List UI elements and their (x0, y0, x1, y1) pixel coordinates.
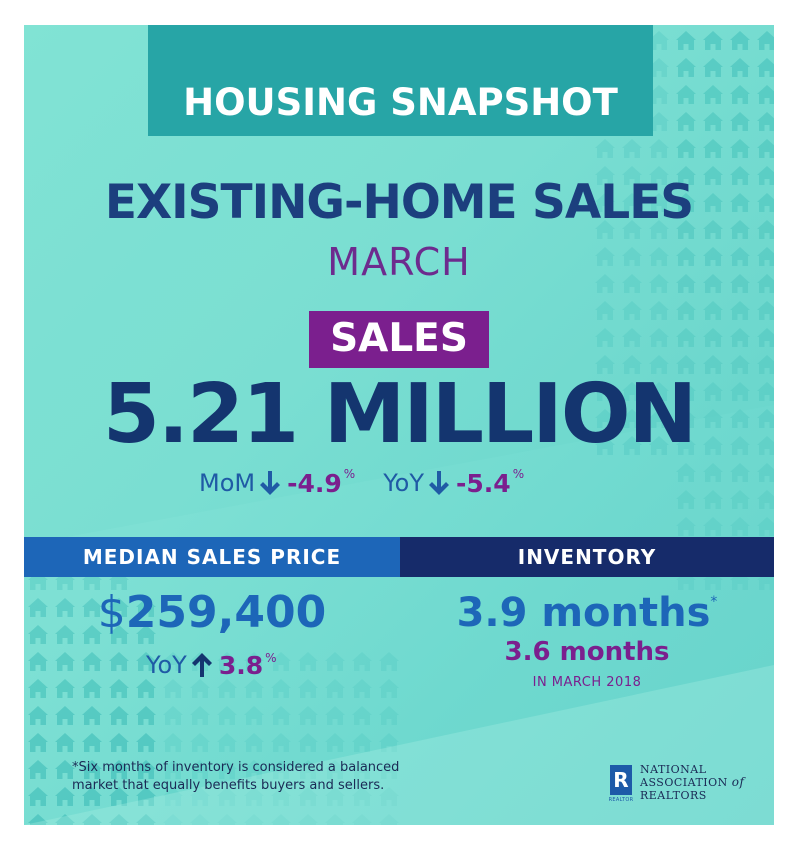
yoy-percent-sign: % (512, 467, 525, 481)
logo-line-3: REALTORS (640, 789, 707, 802)
nar-logo: R REALTOR NATIONAL ASSOCIATION of REALTO… (608, 763, 760, 811)
price-change-row: YoY 3.8 % (146, 647, 305, 683)
median-price-header: MEDIAN SALES PRICE (82, 545, 342, 569)
sales-change-row: MoM -4.9 % YoY -5.4 % (199, 463, 552, 503)
sales-value: 5.21 MILLION (102, 367, 697, 462)
page-title: EXISTING-HOME SALES (104, 175, 694, 230)
footnote-line-1: *Six months of inventory is considered a… (72, 760, 400, 775)
price-yoy-percent-sign: % (265, 651, 277, 665)
yoy-value: -5.4 (456, 468, 511, 498)
footnote-line-2: market that equally benefits buyers and … (72, 778, 385, 793)
nar-logo-text: NATIONAL ASSOCIATION of REALTORS (640, 763, 760, 802)
price-yoy-label: YoY (146, 651, 187, 679)
mom-label: MoM (199, 469, 256, 497)
inventory-previous: 3.6 months (504, 637, 670, 667)
realtor-mark-caption: REALTOR (608, 797, 634, 803)
median-price-header-bar (24, 537, 400, 577)
sales-label: SALES (330, 316, 468, 361)
footnote: *Six months of inventory is considered a… (72, 759, 492, 795)
inventory-previous-note: IN MARCH 2018 (532, 675, 642, 690)
inventory-header: INVENTORY (517, 545, 657, 569)
inventory-current-value: 3.9 months (456, 590, 711, 636)
mom-value: -4.9 (287, 468, 342, 498)
median-price-value: $259,400 (24, 587, 400, 638)
banner-title: HOUSING SNAPSHOT (183, 81, 618, 124)
inventory-asterisk: * (710, 594, 718, 610)
page-subtitle-month: MARCH (327, 240, 471, 284)
sales-label-box (309, 311, 489, 368)
yoy-label: YoY (383, 469, 425, 497)
arrow-down-icon (429, 471, 450, 495)
realtor-r-icon: R (610, 765, 632, 795)
inventory-header-bar (400, 537, 774, 577)
infographic-card: HOUSING SNAPSHOT EXISTING-HOME SALES MAR… (24, 25, 774, 825)
top-banner (148, 25, 653, 136)
background-shade (24, 25, 774, 825)
mom-percent-sign: % (343, 467, 356, 481)
arrow-down-icon (260, 471, 281, 495)
arrow-up-icon (191, 653, 212, 677)
price-number: 259,400 (125, 587, 327, 638)
price-yoy-value: 3.8 (218, 650, 264, 680)
logo-line-2a: ASSOCIATION (640, 776, 728, 789)
currency-symbol: $ (97, 587, 126, 638)
logo-line-1: NATIONAL (640, 763, 707, 776)
inventory-current: 3.9 months* (400, 590, 774, 636)
logo-line-2b: of (731, 775, 745, 789)
logo-line-2: ASSOCIATION of (640, 775, 760, 790)
